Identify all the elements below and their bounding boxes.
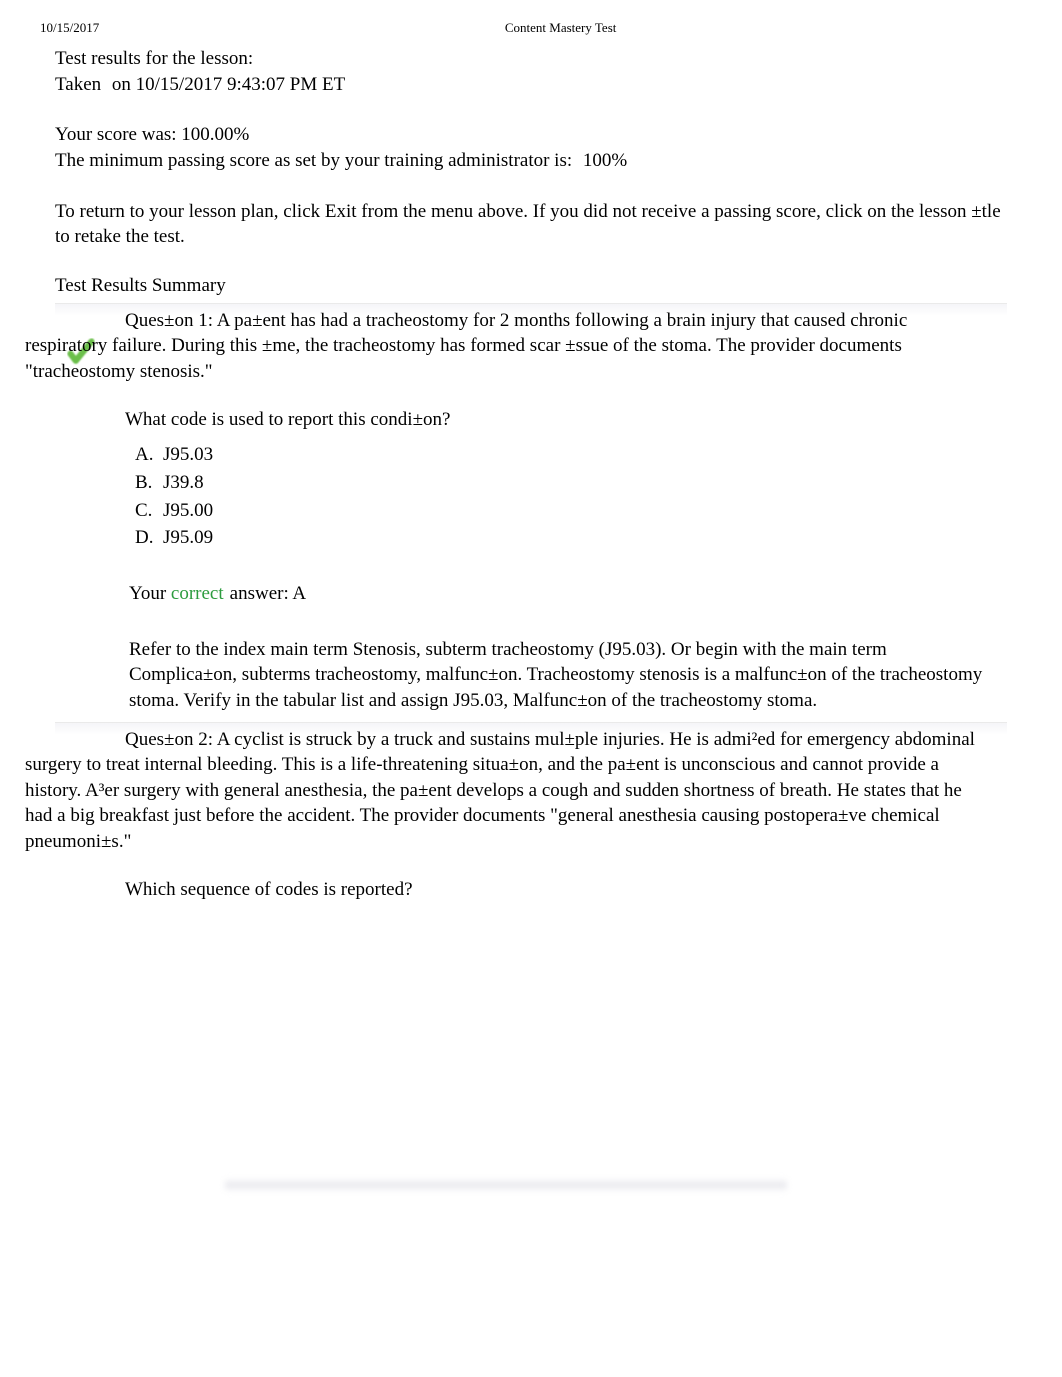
question-label-2: Ques±on 2: bbox=[125, 729, 213, 750]
min-score: The minimum passing score as set by your… bbox=[55, 148, 1007, 174]
option-value-1d: J95.09 bbox=[163, 527, 213, 548]
question-prompt-1: What code is used to report this condi±o… bbox=[125, 407, 987, 433]
option-1d: D.J95.09 bbox=[135, 525, 987, 551]
min-score-prefix: The minimum passing score as set by your… bbox=[55, 150, 572, 171]
explanation-1: Refer to the index main term Stenosis, s… bbox=[129, 637, 987, 714]
page-header: 10/15/2017 Content Mastery Test bbox=[0, 0, 1062, 36]
answer-suffix-1: answer: A bbox=[230, 583, 307, 604]
header-title: Content Mastery Test bbox=[99, 20, 1022, 36]
intro-taken-prefix: Taken bbox=[55, 74, 101, 95]
blur-bar bbox=[225, 1178, 787, 1192]
option-value-1c: J95.00 bbox=[163, 500, 213, 521]
answer-correct-1: correct bbox=[171, 583, 224, 604]
option-value-1b: J39.8 bbox=[163, 472, 204, 493]
question-label-1: Ques±on 1: bbox=[125, 310, 213, 331]
content-area: Test results for the lesson: Taken on 10… bbox=[0, 36, 1062, 1192]
option-letter-1b: B. bbox=[135, 470, 163, 496]
option-letter-1d: D. bbox=[135, 525, 163, 551]
question-prompt-2: Which sequence of codes is reported? bbox=[125, 877, 987, 903]
intro-taken-date: on 10/15/2017 9:43:07 PM ET bbox=[112, 74, 345, 95]
intro-block: Test results for the lesson: Taken on 10… bbox=[55, 46, 1007, 97]
blurred-area bbox=[55, 912, 1007, 1192]
question-section-2: Ques±on 2: A cyclist is struck by a truc… bbox=[55, 722, 1007, 913]
question-text-2: Ques±on 2: A cyclist is struck by a truc… bbox=[125, 727, 987, 855]
answer-line-1: Your correct answer: A bbox=[129, 581, 987, 607]
intro-line1: Test results for the lesson: bbox=[55, 46, 1007, 72]
option-letter-1a: A. bbox=[135, 442, 163, 468]
summary-heading: Test Results Summary bbox=[55, 275, 1007, 297]
return-instructions: To return to your lesson plan, click Exi… bbox=[55, 199, 1007, 250]
your-score: Your score was: 100.00% bbox=[55, 122, 1007, 148]
option-1b: B.J39.8 bbox=[135, 470, 987, 496]
question-section-1: Ques±on 1: A pa±ent has had a tracheosto… bbox=[55, 303, 1007, 722]
answer-prefix-1: Your bbox=[129, 583, 166, 604]
option-letter-1c: C. bbox=[135, 498, 163, 524]
question-content-1: Ques±on 1: A pa±ent has had a tracheosto… bbox=[125, 308, 1007, 722]
option-value-1a: J95.03 bbox=[163, 444, 213, 465]
score-block: Your score was: 100.00% The minimum pass… bbox=[55, 122, 1007, 173]
intro-line2: Taken on 10/15/2017 9:43:07 PM ET bbox=[55, 72, 1007, 98]
min-score-value: 100% bbox=[583, 150, 627, 171]
question-text-1: Ques±on 1: A pa±ent has had a tracheosto… bbox=[125, 308, 987, 385]
options-list-1: A.J95.03 B.J39.8 C.J95.00 D.J95.09 bbox=[135, 442, 987, 551]
header-date: 10/15/2017 bbox=[40, 20, 99, 36]
option-1a: A.J95.03 bbox=[135, 442, 987, 468]
question-content-2: Ques±on 2: A cyclist is struck by a truc… bbox=[125, 727, 1007, 913]
option-1c: C.J95.00 bbox=[135, 498, 987, 524]
